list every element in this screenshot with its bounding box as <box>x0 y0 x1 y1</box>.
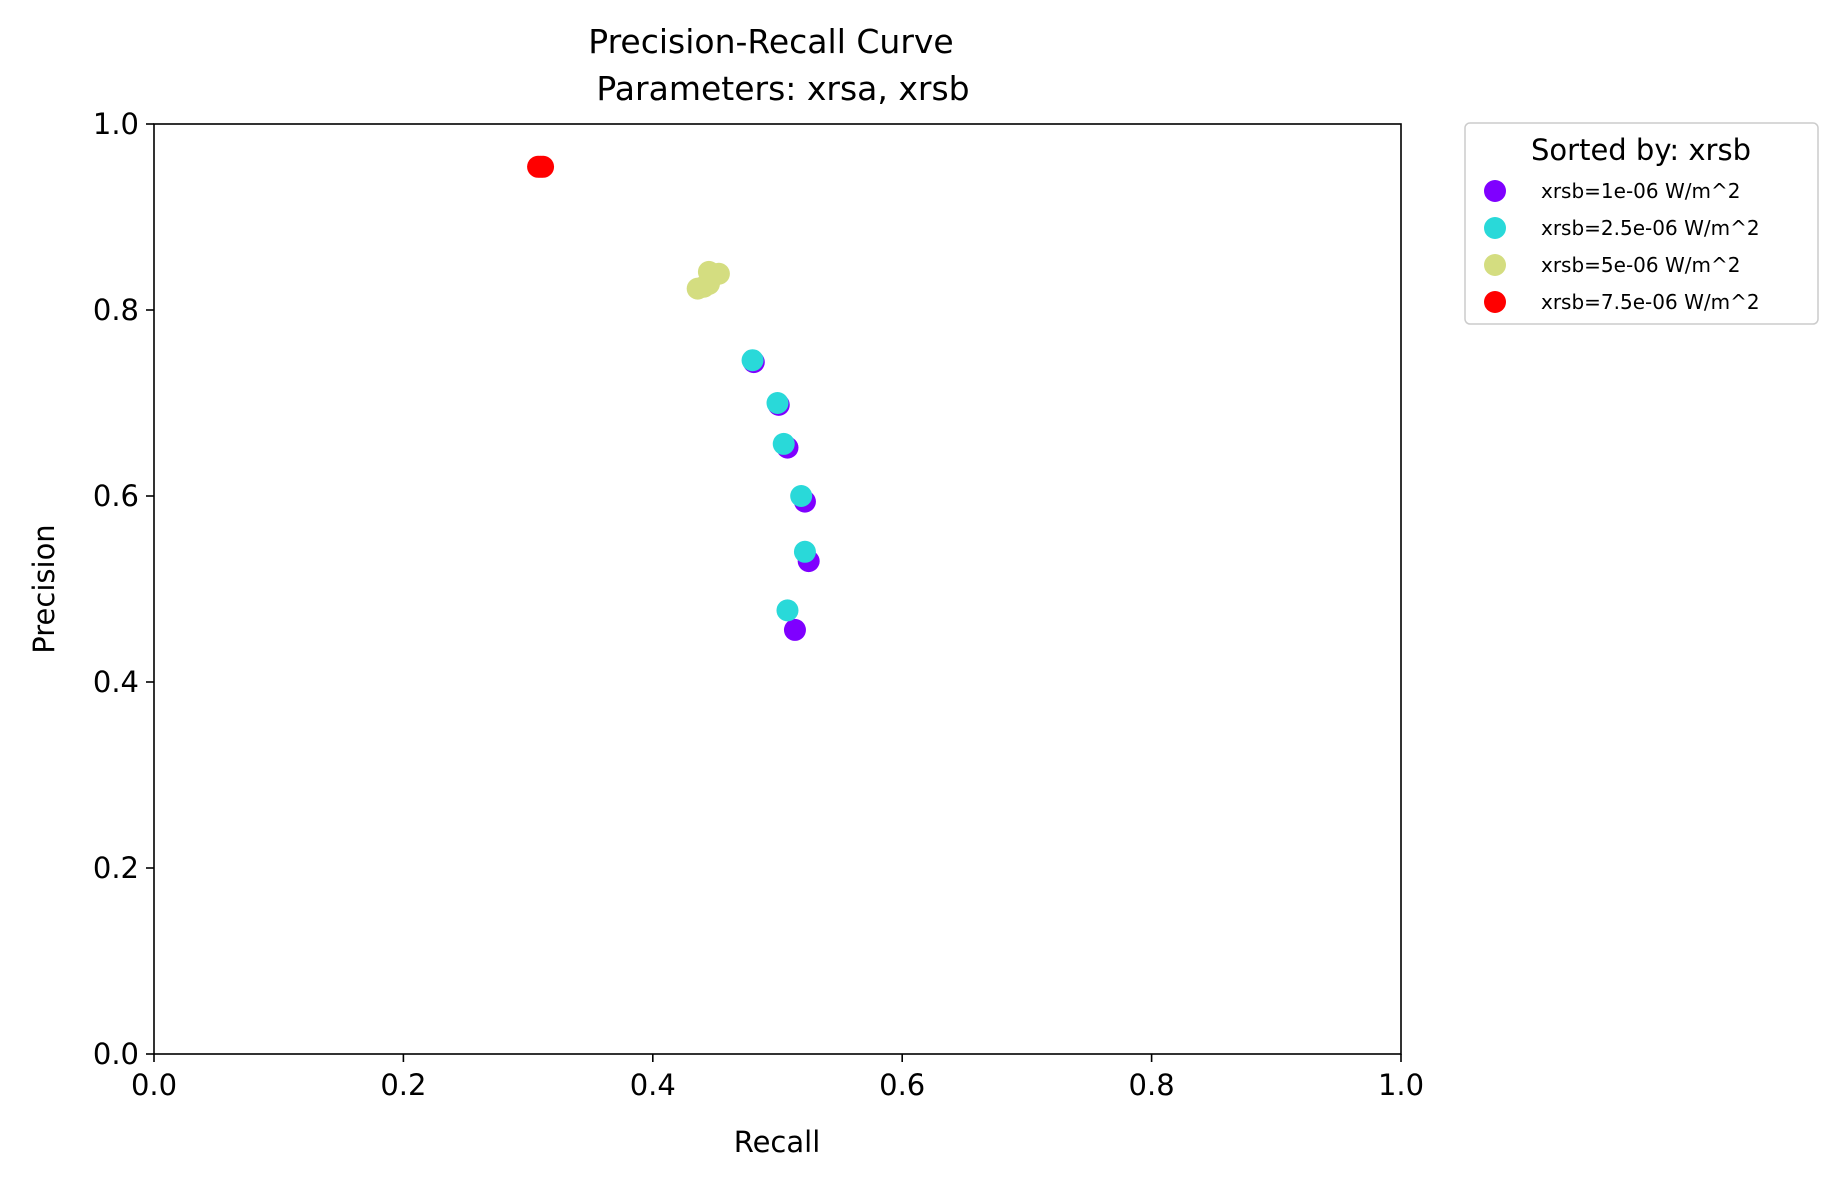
x-axis: 0.0 0.2 0.4 0.6 0.8 1.0 <box>131 1054 1424 1102</box>
legend: Sorted by: xrsb xrsb=1e-06 W/m^2 xrsb=2.5… <box>1464 122 1819 325</box>
y-tick-label: 0.2 <box>93 851 139 885</box>
legend-frame <box>1464 122 1819 325</box>
x-tick-label: 0.4 <box>630 1068 676 1102</box>
x-tick-label: 0.6 <box>879 1068 925 1102</box>
legend-title: Sorted by: xrsb <box>1531 133 1751 167</box>
legend-label: xrsb=1e-06 W/m^2 <box>1541 179 1740 203</box>
legend-label: xrsb=7.5e-06 W/m^2 <box>1541 290 1760 314</box>
data-point <box>772 432 795 455</box>
y-tick-label: 0.0 <box>93 1037 139 1071</box>
y-tick-label: 1.0 <box>93 107 139 141</box>
data-point <box>707 262 730 285</box>
series-2 <box>741 349 816 622</box>
data-point <box>776 599 799 622</box>
plot-frame <box>153 123 1402 1055</box>
y-tick-label: 0.8 <box>93 293 139 327</box>
series-4 <box>527 155 555 178</box>
series-3 <box>686 260 730 300</box>
data-point <box>790 485 813 507</box>
chart-subtitle: Parameters: xrsa, xrsb <box>596 69 969 108</box>
legend-items: xrsb=1e-06 W/m^2 xrsb=2.5e-06 W/m^2 xrsb=5… <box>1484 179 1760 314</box>
y-tick-label: 0.6 <box>93 479 139 513</box>
data-point <box>793 540 816 563</box>
data-point <box>766 392 789 414</box>
x-tick-label: 1.0 <box>1378 1068 1424 1102</box>
x-tick-label: 0.0 <box>131 1068 177 1102</box>
y-tick-label: 0.4 <box>93 665 139 699</box>
legend-marker <box>1484 180 1506 202</box>
data-point <box>783 618 806 641</box>
legend-marker <box>1484 291 1506 313</box>
y-axis: 0.0 0.2 0.4 0.6 0.8 1.0 <box>93 107 154 1071</box>
legend-marker <box>1484 254 1506 276</box>
y-axis-label: Precision <box>27 524 61 653</box>
legend-label: xrsb=2.5e-06 W/m^2 <box>1541 216 1760 240</box>
chart-title: Precision-Recall Curve <box>588 22 953 61</box>
legend-marker <box>1484 217 1506 239</box>
x-tick-label: 0.2 <box>380 1068 426 1102</box>
legend-label: xrsb=5e-06 W/m^2 <box>1541 253 1740 277</box>
x-tick-label: 0.8 <box>1129 1068 1175 1102</box>
data-point <box>532 155 555 178</box>
data-point <box>741 349 764 372</box>
x-axis-label: Recall <box>734 1125 821 1159</box>
data-points <box>527 155 820 641</box>
